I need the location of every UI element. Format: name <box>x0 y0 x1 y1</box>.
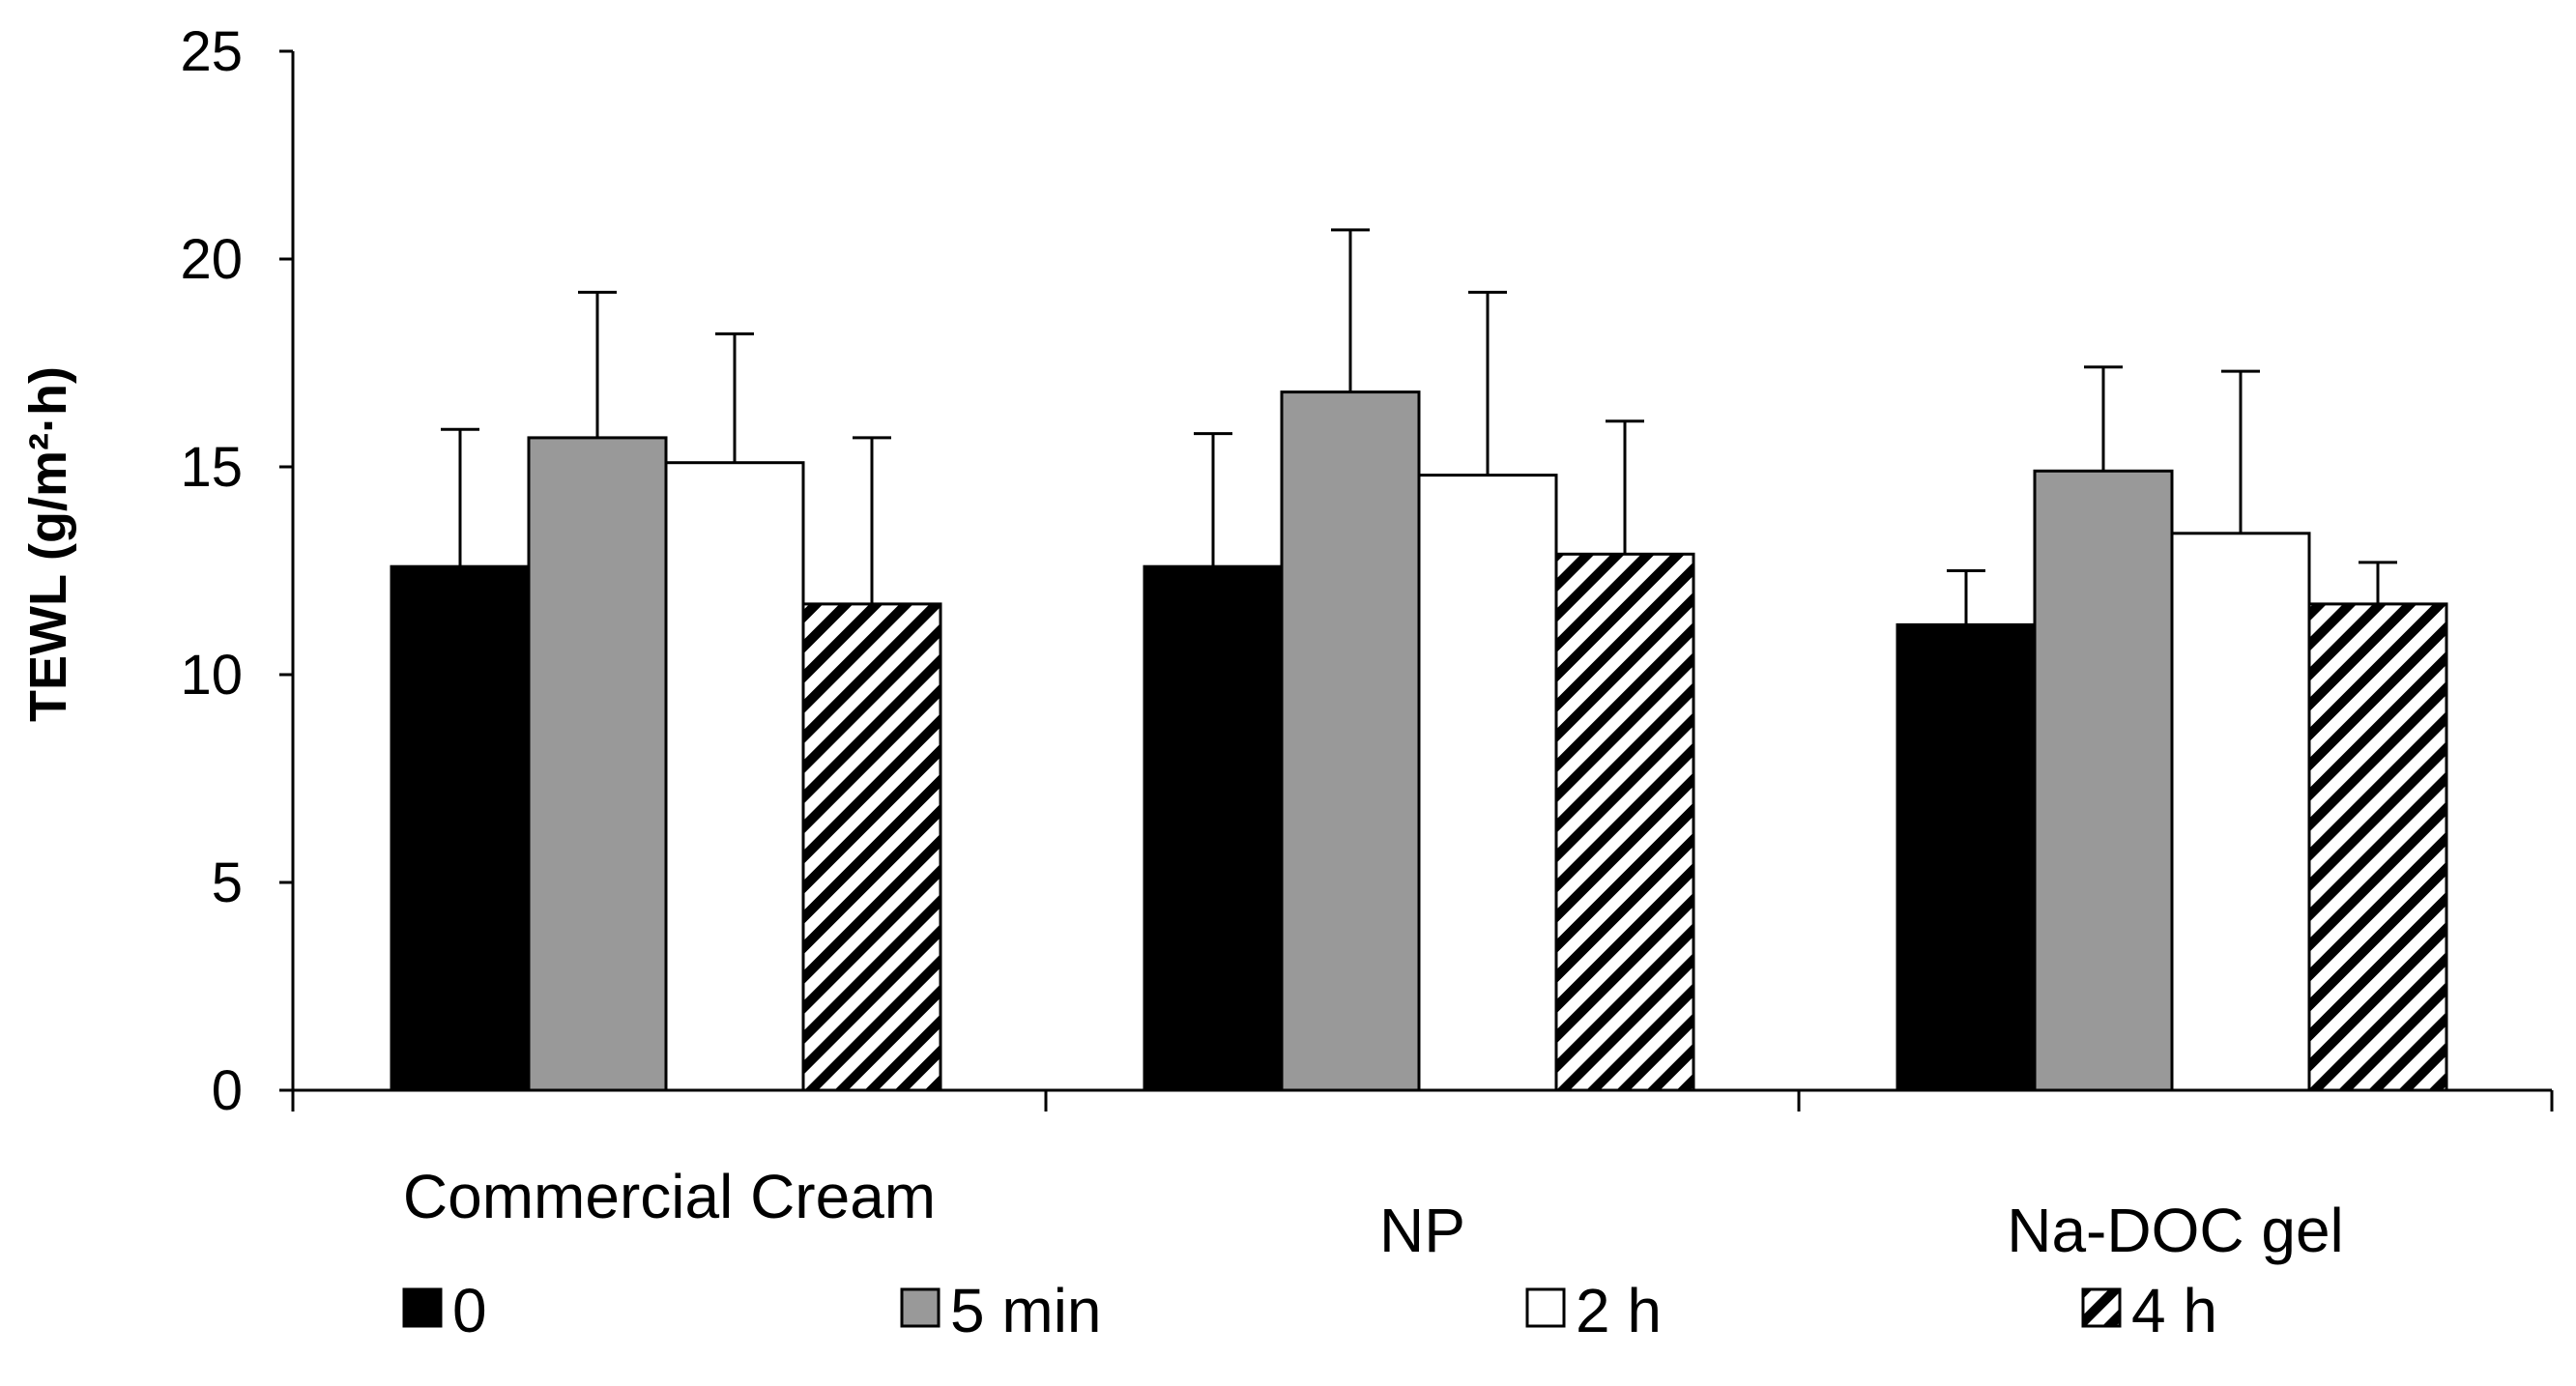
legend-swatch <box>1525 1287 1566 1328</box>
bar <box>2033 469 2174 1092</box>
y-tick-label: 0 <box>212 1059 243 1122</box>
bar <box>1280 390 1421 1092</box>
legend-label: 0 <box>452 1276 487 1345</box>
bar <box>1417 474 1558 1092</box>
y-tick-label: 20 <box>180 228 243 291</box>
legend: 0 5 min 2 h 4 h <box>402 1276 2217 1345</box>
legend-label: 5 min <box>950 1276 1102 1345</box>
bar <box>527 436 668 1092</box>
bars-group <box>390 228 2448 1092</box>
legend-label: 2 h <box>1576 1276 1662 1345</box>
bar <box>664 461 805 1092</box>
bar <box>2170 532 2311 1092</box>
legend-swatch <box>2081 1287 2122 1328</box>
bar <box>1554 552 1695 1092</box>
category-label: Commercial Cream <box>403 1162 936 1231</box>
legend-swatch <box>900 1287 941 1328</box>
y-tick-label: 15 <box>180 436 243 499</box>
legend-swatch <box>402 1287 443 1328</box>
bar <box>390 564 531 1092</box>
y-tick-label: 10 <box>180 644 243 707</box>
y-tick-label: 25 <box>180 20 243 83</box>
category-label: NP <box>1379 1196 1465 1265</box>
y-axis-label: TEWL (g/m²·h) <box>19 366 77 722</box>
bar <box>801 602 942 1092</box>
bar <box>2307 602 2448 1092</box>
y-tick-label: 5 <box>212 852 243 914</box>
category-label: Na-DOC gel <box>2007 1196 2344 1265</box>
bar <box>1896 622 2037 1092</box>
bar <box>1143 564 1284 1092</box>
legend-label: 4 h <box>2131 1276 2217 1345</box>
category-labels: Commercial Cream NP Na-DOC gel <box>403 1162 2344 1265</box>
